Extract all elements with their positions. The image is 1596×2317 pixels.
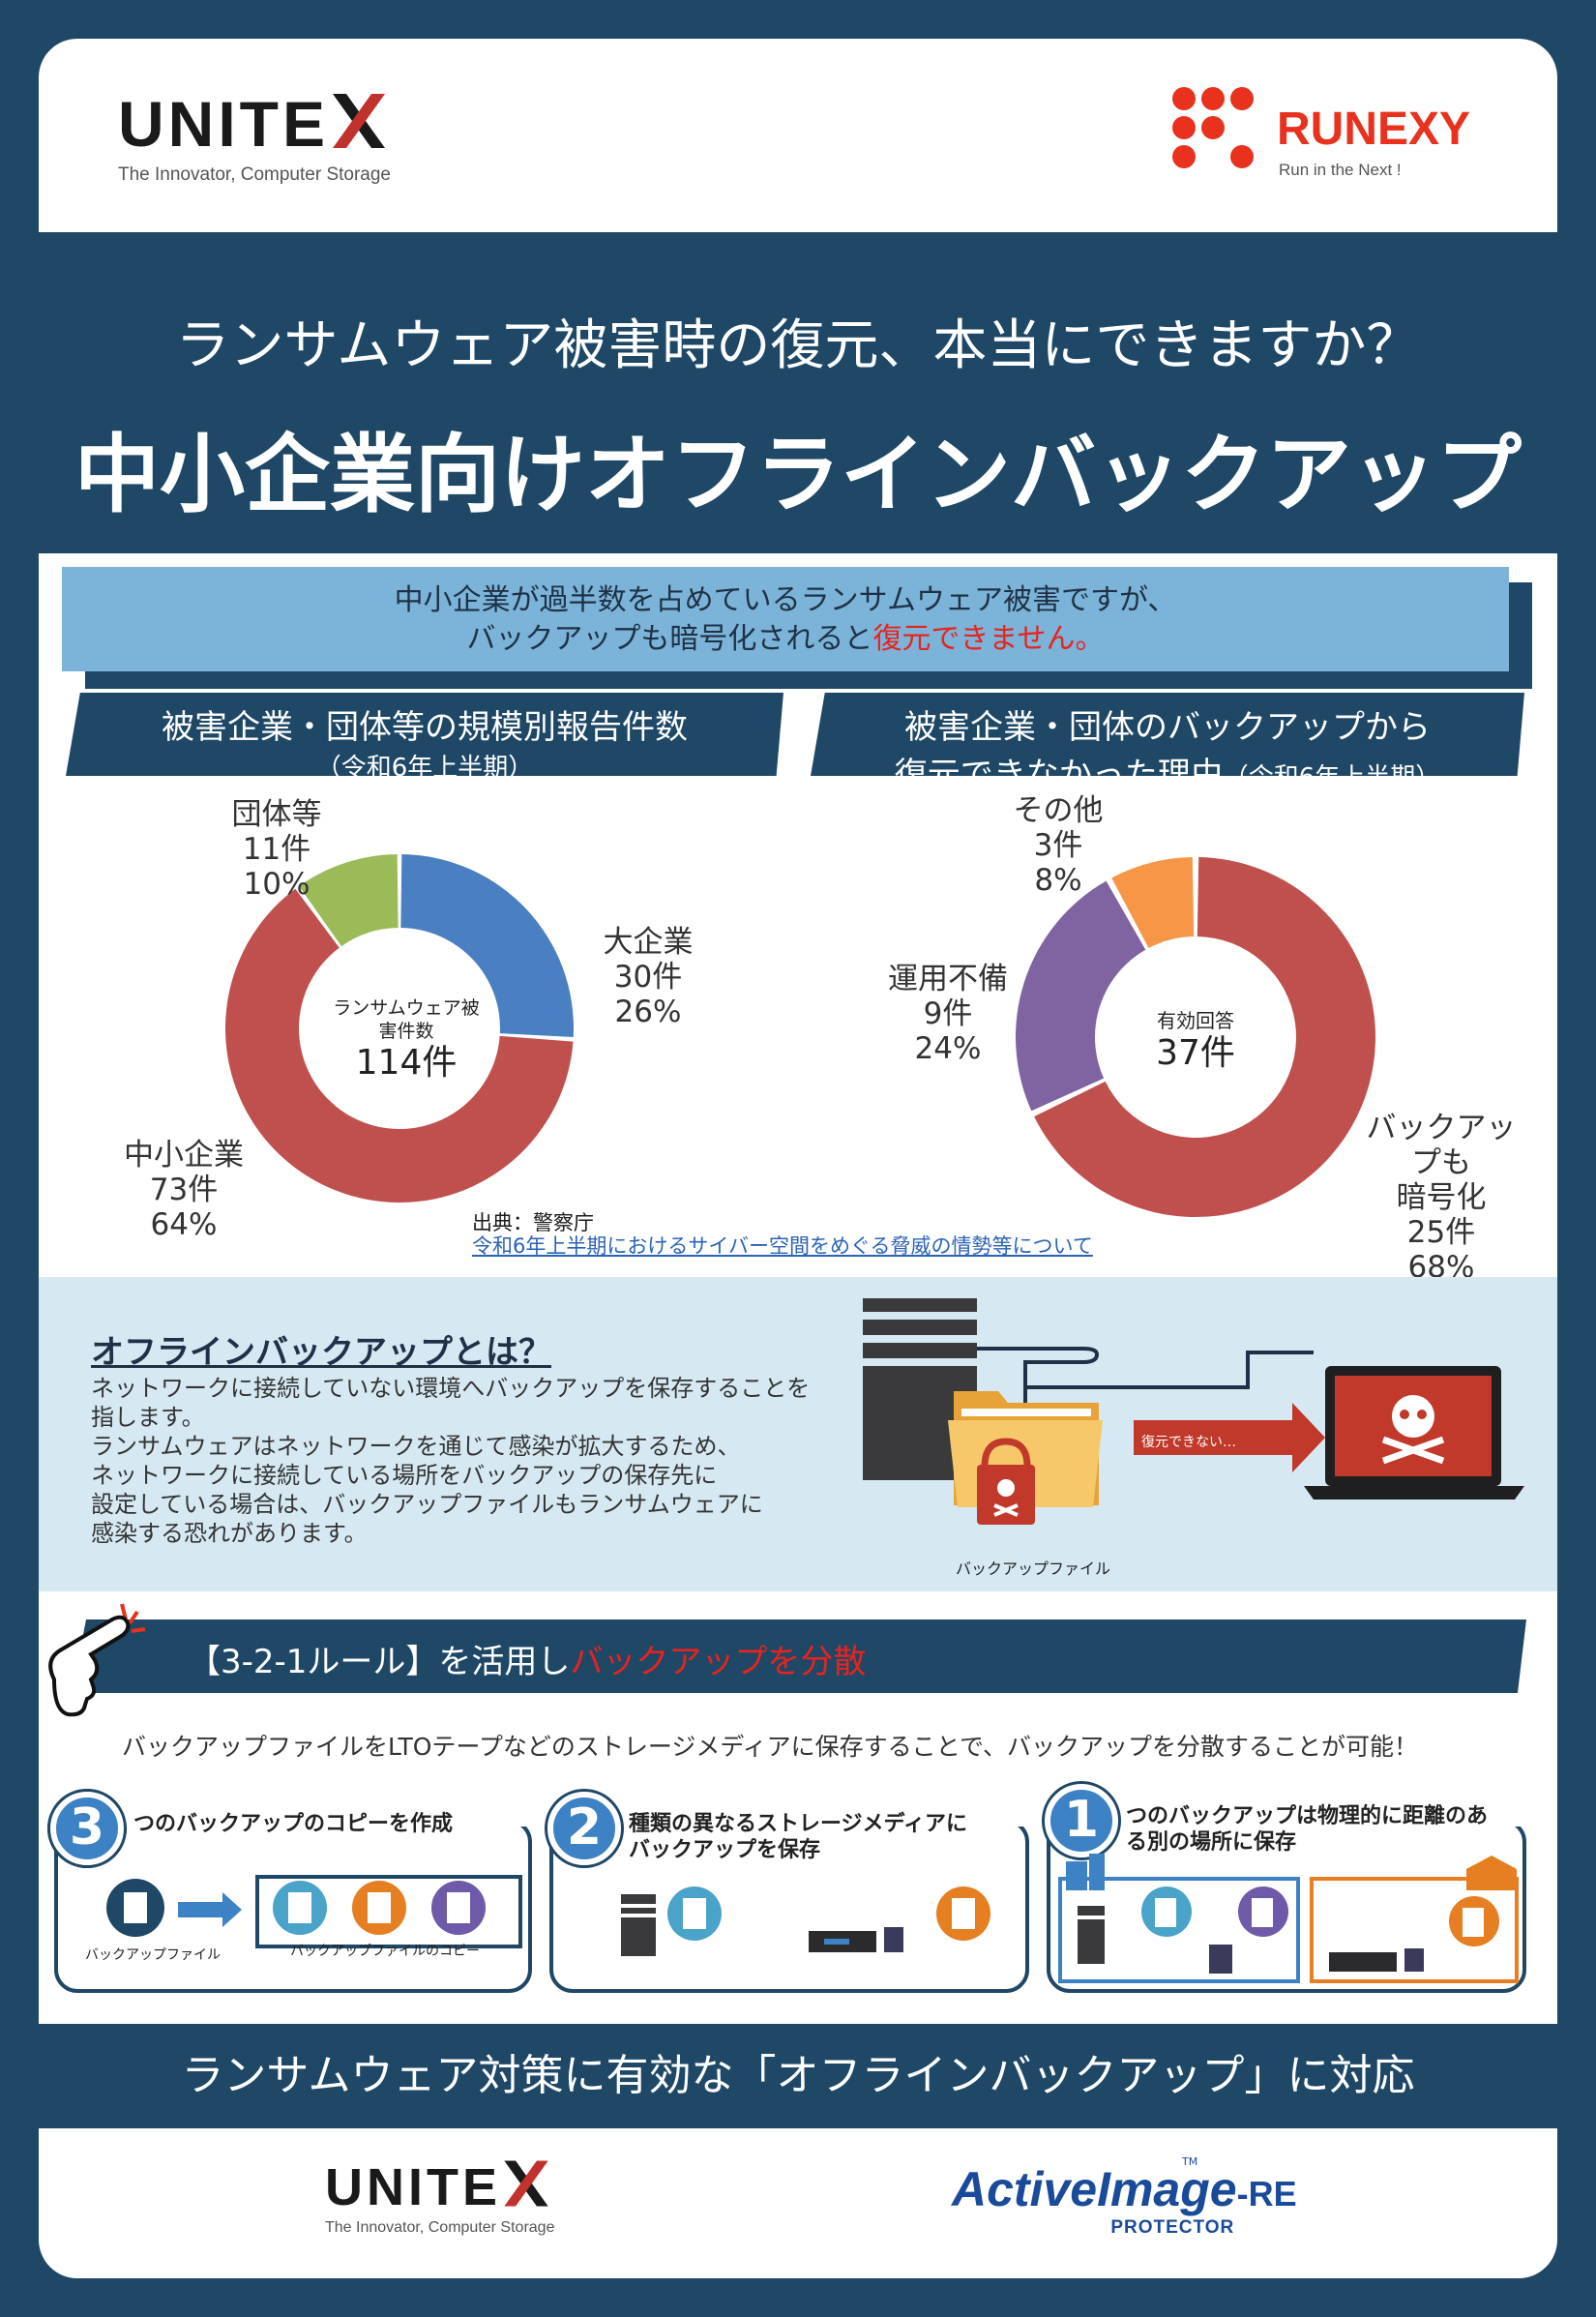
footer-unitex-x-icon	[504, 2160, 548, 2207]
chart2-slice-2	[1111, 857, 1195, 949]
section-head-scale: 被害企業・団体等の規模別報告件数 （令和6年上半期）	[66, 693, 783, 776]
arrow-icon	[1134, 1403, 1325, 1472]
banner-line2: バックアップも暗号化されると復元できません。	[466, 622, 1105, 656]
copies-frame	[255, 1875, 522, 1948]
unitex-x-icon	[333, 94, 385, 148]
intro-banner: 中小企業が過半数を占めているランサムウェア被害ですが、 バックアップも暗号化され…	[62, 567, 1509, 671]
lock-icon	[977, 1438, 1035, 1525]
label-backup-file: バックアップファイル	[85, 1947, 221, 1963]
page-title: 中小企業向けオフラインバックアップ	[74, 425, 1522, 524]
activeimage-logo: ActiveImage-RE TM PROTECTOR	[952, 2155, 1297, 2238]
backup-file-label: バックアップファイル	[956, 1560, 1111, 1578]
footer-tagline: ランサムウェア対策に有効な「オフラインバックアップ」に対応	[181, 2051, 1415, 2100]
laptop-skull-icon	[1304, 1366, 1524, 1500]
chart-scale-donut	[225, 854, 574, 1203]
chart1-slice-2	[299, 854, 399, 947]
section-head-reasons: 被害企業・団体のバックアップから 復元できなかった理由（令和6年上半期）	[811, 693, 1524, 776]
rule-box-2-illustration	[621, 1886, 990, 1956]
rule-box-2-title: 種類の異なるストレージメディアに バックアップを保存	[629, 1812, 968, 1862]
rule-box-1-illustration	[1058, 1854, 1519, 1983]
footer-unitex-logo: UNITE The Innovator, Computer Storage	[325, 2158, 555, 2236]
file-bubble-icon-purple	[1238, 1886, 1288, 1937]
file-bubble-icon-orange-2	[1449, 1896, 1499, 1946]
rule-box-3-illustration	[106, 1875, 522, 1948]
header: UNITE The Innovator, Computer Storage RU…	[39, 39, 1557, 232]
chart2-center: 有効回答 37件	[1156, 1009, 1235, 1073]
source-label: 出典：警察庁	[472, 1211, 594, 1234]
chart1-center: ランサムウェア被 害件数 114件	[333, 997, 480, 1083]
unitex-logo: UNITE The Innovator, Computer Storage	[118, 88, 391, 185]
warehouse-icon	[1466, 1856, 1517, 1890]
box1-top-mask	[1043, 1807, 1530, 1827]
rule-box-1-title: つのバックアップは物理的に距離のあ る別の場所に保存	[1126, 1804, 1489, 1855]
page-subtitle: ランサムウェア被害時の復元、本当にできますか？	[175, 314, 1421, 377]
label-large-enterprise: 大企業 30件 26%	[603, 925, 694, 1029]
chart2-slice-1	[1016, 880, 1146, 1112]
chart-reasons-donut	[1016, 857, 1375, 1217]
source-link[interactable]: 令和6年上半期におけるサイバー空間をめぐる脅威の情勢等について	[472, 1234, 1093, 1258]
label-backup-encrypted: バックアップも 暗号化 25件 68%	[1366, 1111, 1517, 1285]
banner-line1: 中小企業が過半数を占めているランサムウェア被害ですが、	[394, 583, 1177, 617]
copy-arrow-icon	[178, 1892, 242, 1927]
box3-top-mask	[50, 1807, 534, 1827]
rule-description: バックアップファイルをLTOテープなどのストレージメディアに保存することで、バッ…	[122, 1733, 1418, 1761]
rule-number-3-front: 3	[50, 1792, 124, 1865]
footer: UNITE The Innovator, Computer Storage Ac…	[39, 2128, 1557, 2278]
offline-title: オフラインバックアップとは？	[91, 1333, 551, 1372]
chart1-slice-0	[400, 854, 574, 1037]
file-bubble-icon-orange	[936, 1886, 990, 1941]
server-small-icon-2	[1078, 1906, 1105, 1964]
pointing-hand-icon	[48, 1603, 146, 1717]
box2-top-mask	[546, 1807, 1033, 1827]
chart2-slice-0	[1034, 857, 1375, 1217]
chart1-slice-1	[225, 888, 574, 1203]
file-bubble-icon-blue	[667, 1886, 722, 1941]
label-operation-deficiency: 運用不備 9件 24%	[888, 962, 1008, 1066]
copy-file-icon-3	[431, 1881, 486, 1935]
offline-description: ネットワークに接続していない環境へバックアップを保存することを 指します。 ラン…	[91, 1375, 811, 1547]
server-small-icon	[621, 1894, 656, 1956]
offline-illustration	[863, 1298, 1524, 1525]
file-icon	[106, 1879, 164, 1937]
file-bubble-icon-teal	[1141, 1886, 1192, 1937]
tape-drive-icon	[809, 1927, 903, 1952]
copy-file-icon-1	[273, 1881, 327, 1935]
building-icon	[1066, 1854, 1105, 1890]
rule-number-2: 2	[547, 1792, 621, 1865]
label-organizations: 団体等 11件 10%	[231, 797, 322, 902]
label-sme: 中小企業 73件 64%	[124, 1138, 244, 1242]
label-backup-copy: バックアップファイルのコピー	[290, 1944, 480, 1959]
rule-header: 【3-2-1ルール】を活用しバックアップを分散	[72, 1619, 1526, 1693]
rule-number-1: 1	[1045, 1784, 1118, 1857]
tape-drive-icon-2	[1209, 1945, 1424, 1974]
arrow-label: 復元できない…	[1141, 1435, 1236, 1450]
label-other: その他 3件 8%	[1013, 793, 1104, 898]
runexy-dots-icon	[1172, 87, 1254, 168]
copy-file-icon-2	[352, 1881, 406, 1935]
rule-box-3-title: つのバックアップのコピーを作成	[133, 1812, 454, 1836]
